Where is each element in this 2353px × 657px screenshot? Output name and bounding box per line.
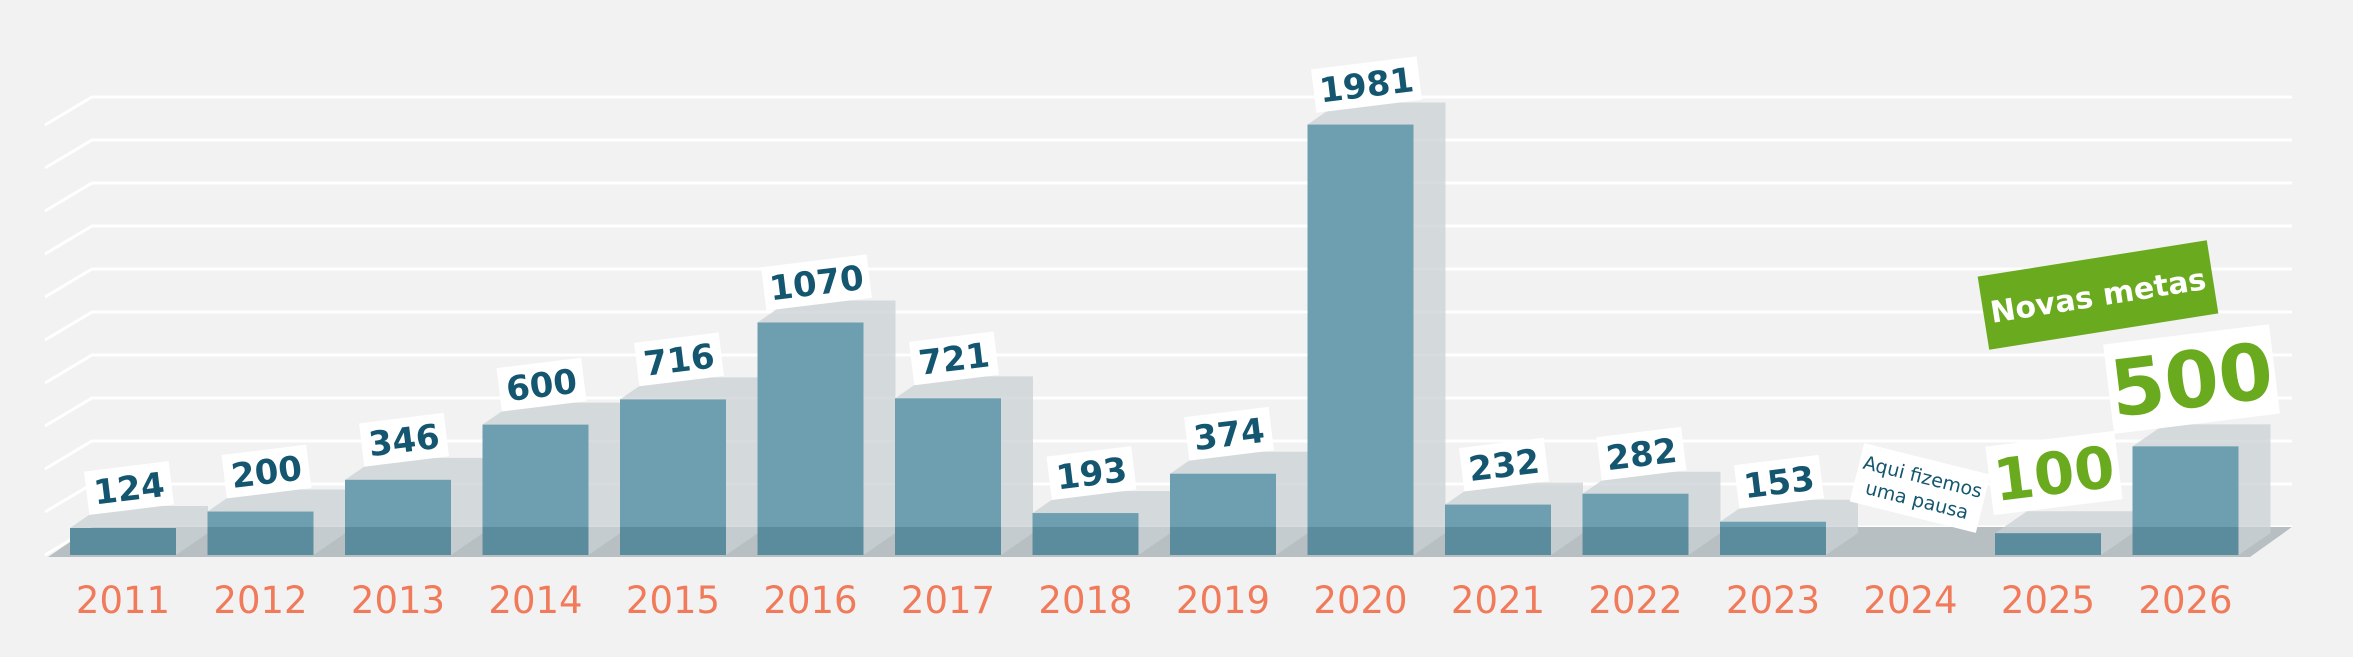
value-label-text: 374 [1191, 411, 1266, 459]
bar-base-band [1445, 527, 1551, 555]
value-label-box [1459, 437, 1549, 492]
value-label-text: 346 [366, 417, 441, 465]
grid-lines [44, 95, 2292, 557]
bar-base-band [207, 527, 314, 555]
value-label: 716 [634, 332, 724, 387]
bar-base-band [757, 527, 864, 555]
value-label-box [761, 254, 872, 311]
value-label: 193 [1046, 446, 1137, 500]
year-label: 2016 [763, 579, 857, 622]
value-label-text: 193 [1054, 450, 1129, 498]
value-label-box [1596, 426, 1687, 481]
gridline [44, 396, 2292, 428]
gridline [44, 267, 2292, 299]
bar-base-band [2132, 527, 2239, 555]
bar-base-band [620, 527, 726, 555]
value-label-box [1046, 446, 1137, 500]
gridline [44, 353, 2292, 385]
value-label-text: 124 [91, 465, 166, 513]
value-label-text: 100 [1990, 433, 2118, 515]
value-label: 1981 [1311, 56, 1422, 113]
year-label: 2013 [351, 579, 445, 622]
year-label: 2025 [2001, 579, 2095, 622]
value-label-box [1734, 454, 1824, 509]
value-label: 232 [1459, 437, 1549, 492]
value-label: 282 [1596, 426, 1687, 481]
value-label-box [221, 444, 312, 499]
value-label-box [909, 331, 999, 386]
gridline [44, 439, 2292, 471]
year-labels: 2011 2012 2013 2014 2015 2016 2017 2018 2019 2020… [76, 579, 2233, 622]
bar [1307, 124, 1414, 555]
value-label-box [634, 332, 724, 387]
value-label: 600 [496, 357, 587, 412]
value-label-text: 153 [1741, 459, 1816, 507]
value-label: 200 [221, 444, 312, 499]
value-label-text: 232 [1466, 442, 1541, 490]
year-label: 2017 [901, 579, 995, 622]
value-label: 124 [84, 461, 174, 515]
gridline [44, 224, 2292, 256]
bar-base-band [895, 527, 1001, 555]
year-label: 2015 [626, 579, 720, 622]
gridline [44, 181, 2292, 213]
bar-base-band [1170, 527, 1276, 555]
gridline [44, 310, 2292, 342]
value-label: 100 [1985, 430, 2123, 516]
year-label: 2014 [488, 579, 582, 622]
value-label-text: 721 [916, 335, 991, 383]
value-label-text: 282 [1604, 431, 1679, 479]
value-label-text: 716 [641, 336, 716, 384]
year-label: 2012 [213, 579, 307, 622]
bar-base-band [1582, 527, 1689, 555]
year-label: 2019 [1176, 579, 1270, 622]
gridline [44, 95, 2292, 127]
bar [757, 322, 864, 555]
goals-banner: Novas metas [1977, 240, 2219, 350]
year-label: 2026 [2138, 579, 2232, 622]
bar-base-band [1995, 533, 2101, 555]
bar-base-band [345, 527, 451, 555]
value-label-box [1311, 56, 1422, 113]
value-label-box [84, 461, 174, 515]
value-label-text: 500 [2105, 327, 2278, 436]
bars [70, 124, 2239, 555]
value-label: 153 [1734, 454, 1824, 509]
bar-base-band [70, 528, 176, 555]
pause-annotation: Aqui fizemos uma pausa [1849, 443, 1991, 533]
year-label: 2021 [1451, 579, 1545, 622]
goals-banner-box [1977, 240, 2219, 350]
value-label-text: 600 [504, 362, 579, 410]
bar-base-band [482, 527, 589, 555]
value-label: 721 [909, 331, 999, 386]
year-label: 2018 [1038, 579, 1132, 622]
pause-note-box [1849, 443, 1991, 533]
value-label-box [1184, 406, 1274, 461]
year-label: 2024 [1863, 579, 1957, 622]
value-label: 500 [2103, 324, 2280, 436]
value-label-text: 200 [229, 449, 304, 497]
value-label-box [496, 357, 587, 412]
year-label: 2022 [1588, 579, 1682, 622]
year-label: 2011 [76, 579, 170, 622]
gridline [44, 138, 2292, 170]
value-label: 374 [1184, 406, 1274, 461]
value-label-box [359, 412, 449, 467]
value-label-box [2103, 324, 2280, 434]
bar-base-band [1307, 527, 1414, 555]
value-label-box [1985, 430, 2123, 516]
year-label: 2023 [1726, 579, 1820, 622]
bar-base-band [1720, 527, 1826, 555]
value-label: 346 [359, 412, 449, 467]
year-label: 2020 [1313, 579, 1407, 622]
bar-base-band [1032, 527, 1139, 555]
